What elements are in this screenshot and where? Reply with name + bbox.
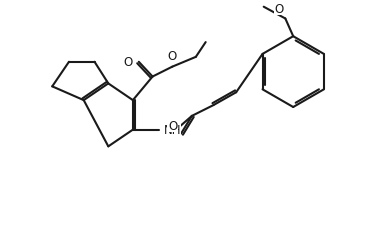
Text: O: O [168, 119, 177, 132]
Text: O: O [124, 56, 133, 69]
Text: O: O [168, 49, 177, 62]
Text: O: O [274, 2, 283, 15]
Text: NH: NH [163, 123, 181, 136]
